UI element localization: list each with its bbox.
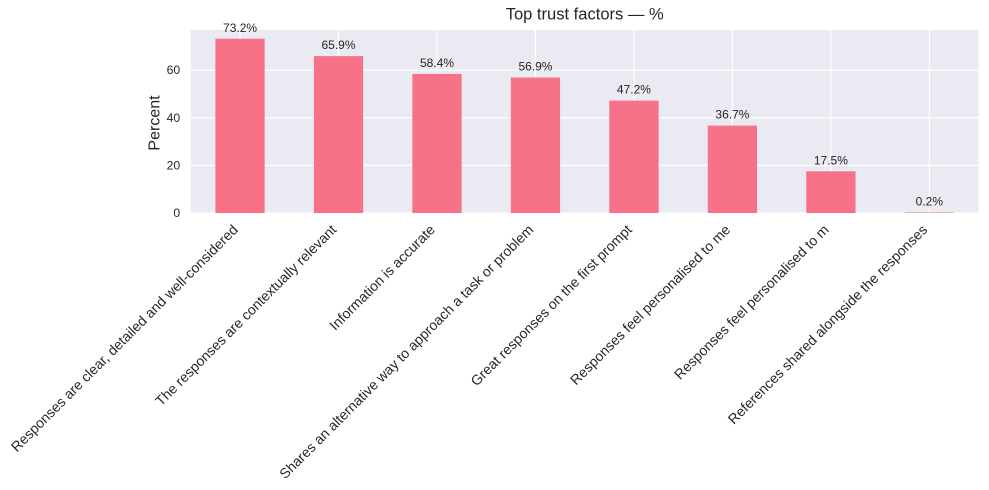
svg-text:Great responses on the first p: Great responses on the first prompt: [467, 221, 635, 389]
svg-text:56.9%: 56.9%: [518, 60, 552, 74]
svg-text:Information is accurate: Information is accurate: [326, 221, 438, 333]
svg-text:Top trust factors — %: Top trust factors — %: [506, 4, 664, 23]
svg-text:65.9%: 65.9%: [321, 38, 355, 52]
svg-text:17.5%: 17.5%: [814, 153, 848, 167]
svg-text:Responses are clear, detailed: Responses are clear, detailed and well-c…: [8, 221, 241, 454]
svg-text:20: 20: [167, 158, 181, 172]
svg-text:The responses are contextually: The responses are contextually relevant: [152, 221, 340, 409]
svg-text:36.7%: 36.7%: [715, 108, 749, 122]
svg-text:Responses feel personalised to: Responses feel personalised to me: [567, 221, 734, 388]
svg-text:References shared alongside th: References shared alongside the response…: [725, 221, 931, 427]
svg-text:0: 0: [173, 206, 180, 220]
svg-text:Responses feel personalised to: Responses feel personalised to m: [671, 221, 832, 382]
svg-text:47.2%: 47.2%: [617, 83, 651, 97]
svg-text:Percent: Percent: [147, 95, 164, 151]
svg-text:58.4%: 58.4%: [420, 56, 454, 70]
svg-text:60: 60: [167, 63, 181, 77]
svg-text:40: 40: [167, 111, 181, 125]
svg-text:73.2%: 73.2%: [223, 21, 257, 35]
svg-text:0.2%: 0.2%: [916, 195, 944, 209]
